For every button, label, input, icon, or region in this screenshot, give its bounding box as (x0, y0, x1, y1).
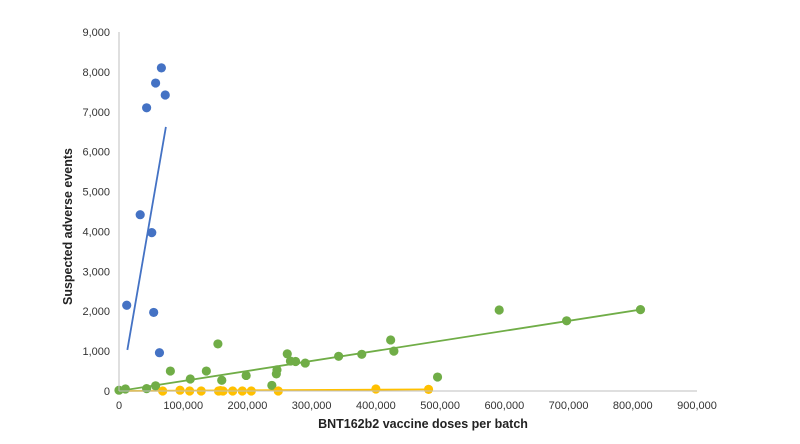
x-tick-label: 900,000 (677, 400, 717, 412)
trendline-series-1 (126, 126, 167, 351)
data-point-series-2 (165, 366, 175, 376)
data-point-series-1 (154, 348, 165, 358)
x-tick-label: 200,000 (228, 400, 268, 412)
data-point-series-2 (432, 372, 443, 382)
y-tick-label: 2,000 (82, 306, 110, 318)
data-point-series-1 (147, 228, 157, 238)
data-point-series-2 (282, 349, 292, 359)
y-tick-label: 5,000 (82, 187, 110, 199)
data-point-series-2 (300, 358, 310, 368)
y-tick-label: 1,000 (82, 346, 110, 358)
y-tick-label: 8,000 (82, 67, 110, 79)
axes (118, 32, 697, 392)
data-point-series-1 (122, 300, 132, 310)
x-tick-label: 0 (116, 400, 122, 412)
x-tick-label: 800,000 (613, 400, 653, 412)
x-tick-label: 300,000 (292, 400, 332, 412)
data-point-series-2 (635, 305, 646, 315)
x-tick-label: 500,000 (420, 400, 460, 412)
data-point-series-2 (562, 316, 572, 326)
data-point-series-2 (291, 356, 301, 367)
data-point-series-1 (156, 63, 166, 73)
data-point-series-2 (494, 305, 504, 315)
y-tick-label: 6,000 (82, 147, 110, 159)
data-point-series-2 (357, 349, 367, 359)
x-tick-label: 100,000 (163, 400, 203, 412)
data-point-series-2 (213, 339, 223, 349)
data-point-series-2 (241, 370, 251, 381)
data-point-series-2 (386, 335, 396, 345)
x-tick-label: 600,000 (484, 400, 524, 412)
data-point-series-2 (389, 346, 399, 356)
data-point-series-2 (217, 375, 227, 385)
x-axis-ticks: 0 100,000 200,000 300,000 400,000 500,000 600,… (116, 400, 717, 412)
x-axis-title: BNT162b2 vaccine doses per batch (318, 417, 528, 431)
data-point-series-3 (175, 385, 185, 395)
data-point-series-2 (120, 384, 131, 394)
y-tick-label: 3,000 (82, 266, 110, 278)
data-point-series-2 (142, 384, 152, 394)
data-point-series-2 (151, 381, 161, 391)
trendlines (118, 126, 641, 392)
data-point-series-2 (185, 374, 195, 384)
data-points (114, 63, 646, 396)
trendline-series-2 (118, 308, 641, 392)
y-tick-label: 0 (104, 386, 110, 398)
data-point-series-2 (334, 351, 344, 361)
y-axis-title: Suspected adverse events (61, 148, 75, 305)
x-tick-label: 700,000 (549, 400, 589, 412)
data-point-series-2 (272, 365, 282, 375)
y-tick-label: 9,000 (82, 27, 110, 39)
x-tick-label: 400,000 (356, 400, 396, 412)
y-tick-label: 4,000 (82, 226, 110, 238)
data-point-series-3 (423, 384, 434, 395)
data-point-series-3 (371, 384, 381, 394)
y-tick-label: 7,000 (82, 107, 110, 119)
data-point-series-1 (142, 103, 152, 113)
data-point-series-1 (149, 307, 159, 318)
data-point-series-2 (267, 380, 277, 391)
data-point-series-1 (160, 90, 170, 100)
data-point-series-2 (201, 366, 211, 376)
data-point-series-1 (151, 78, 161, 88)
data-point-series-1 (135, 210, 145, 220)
y-axis-ticks: 0 1,000 2,000 3,000 4,000 5,000 6,000 7,000 8,00… (82, 27, 110, 398)
